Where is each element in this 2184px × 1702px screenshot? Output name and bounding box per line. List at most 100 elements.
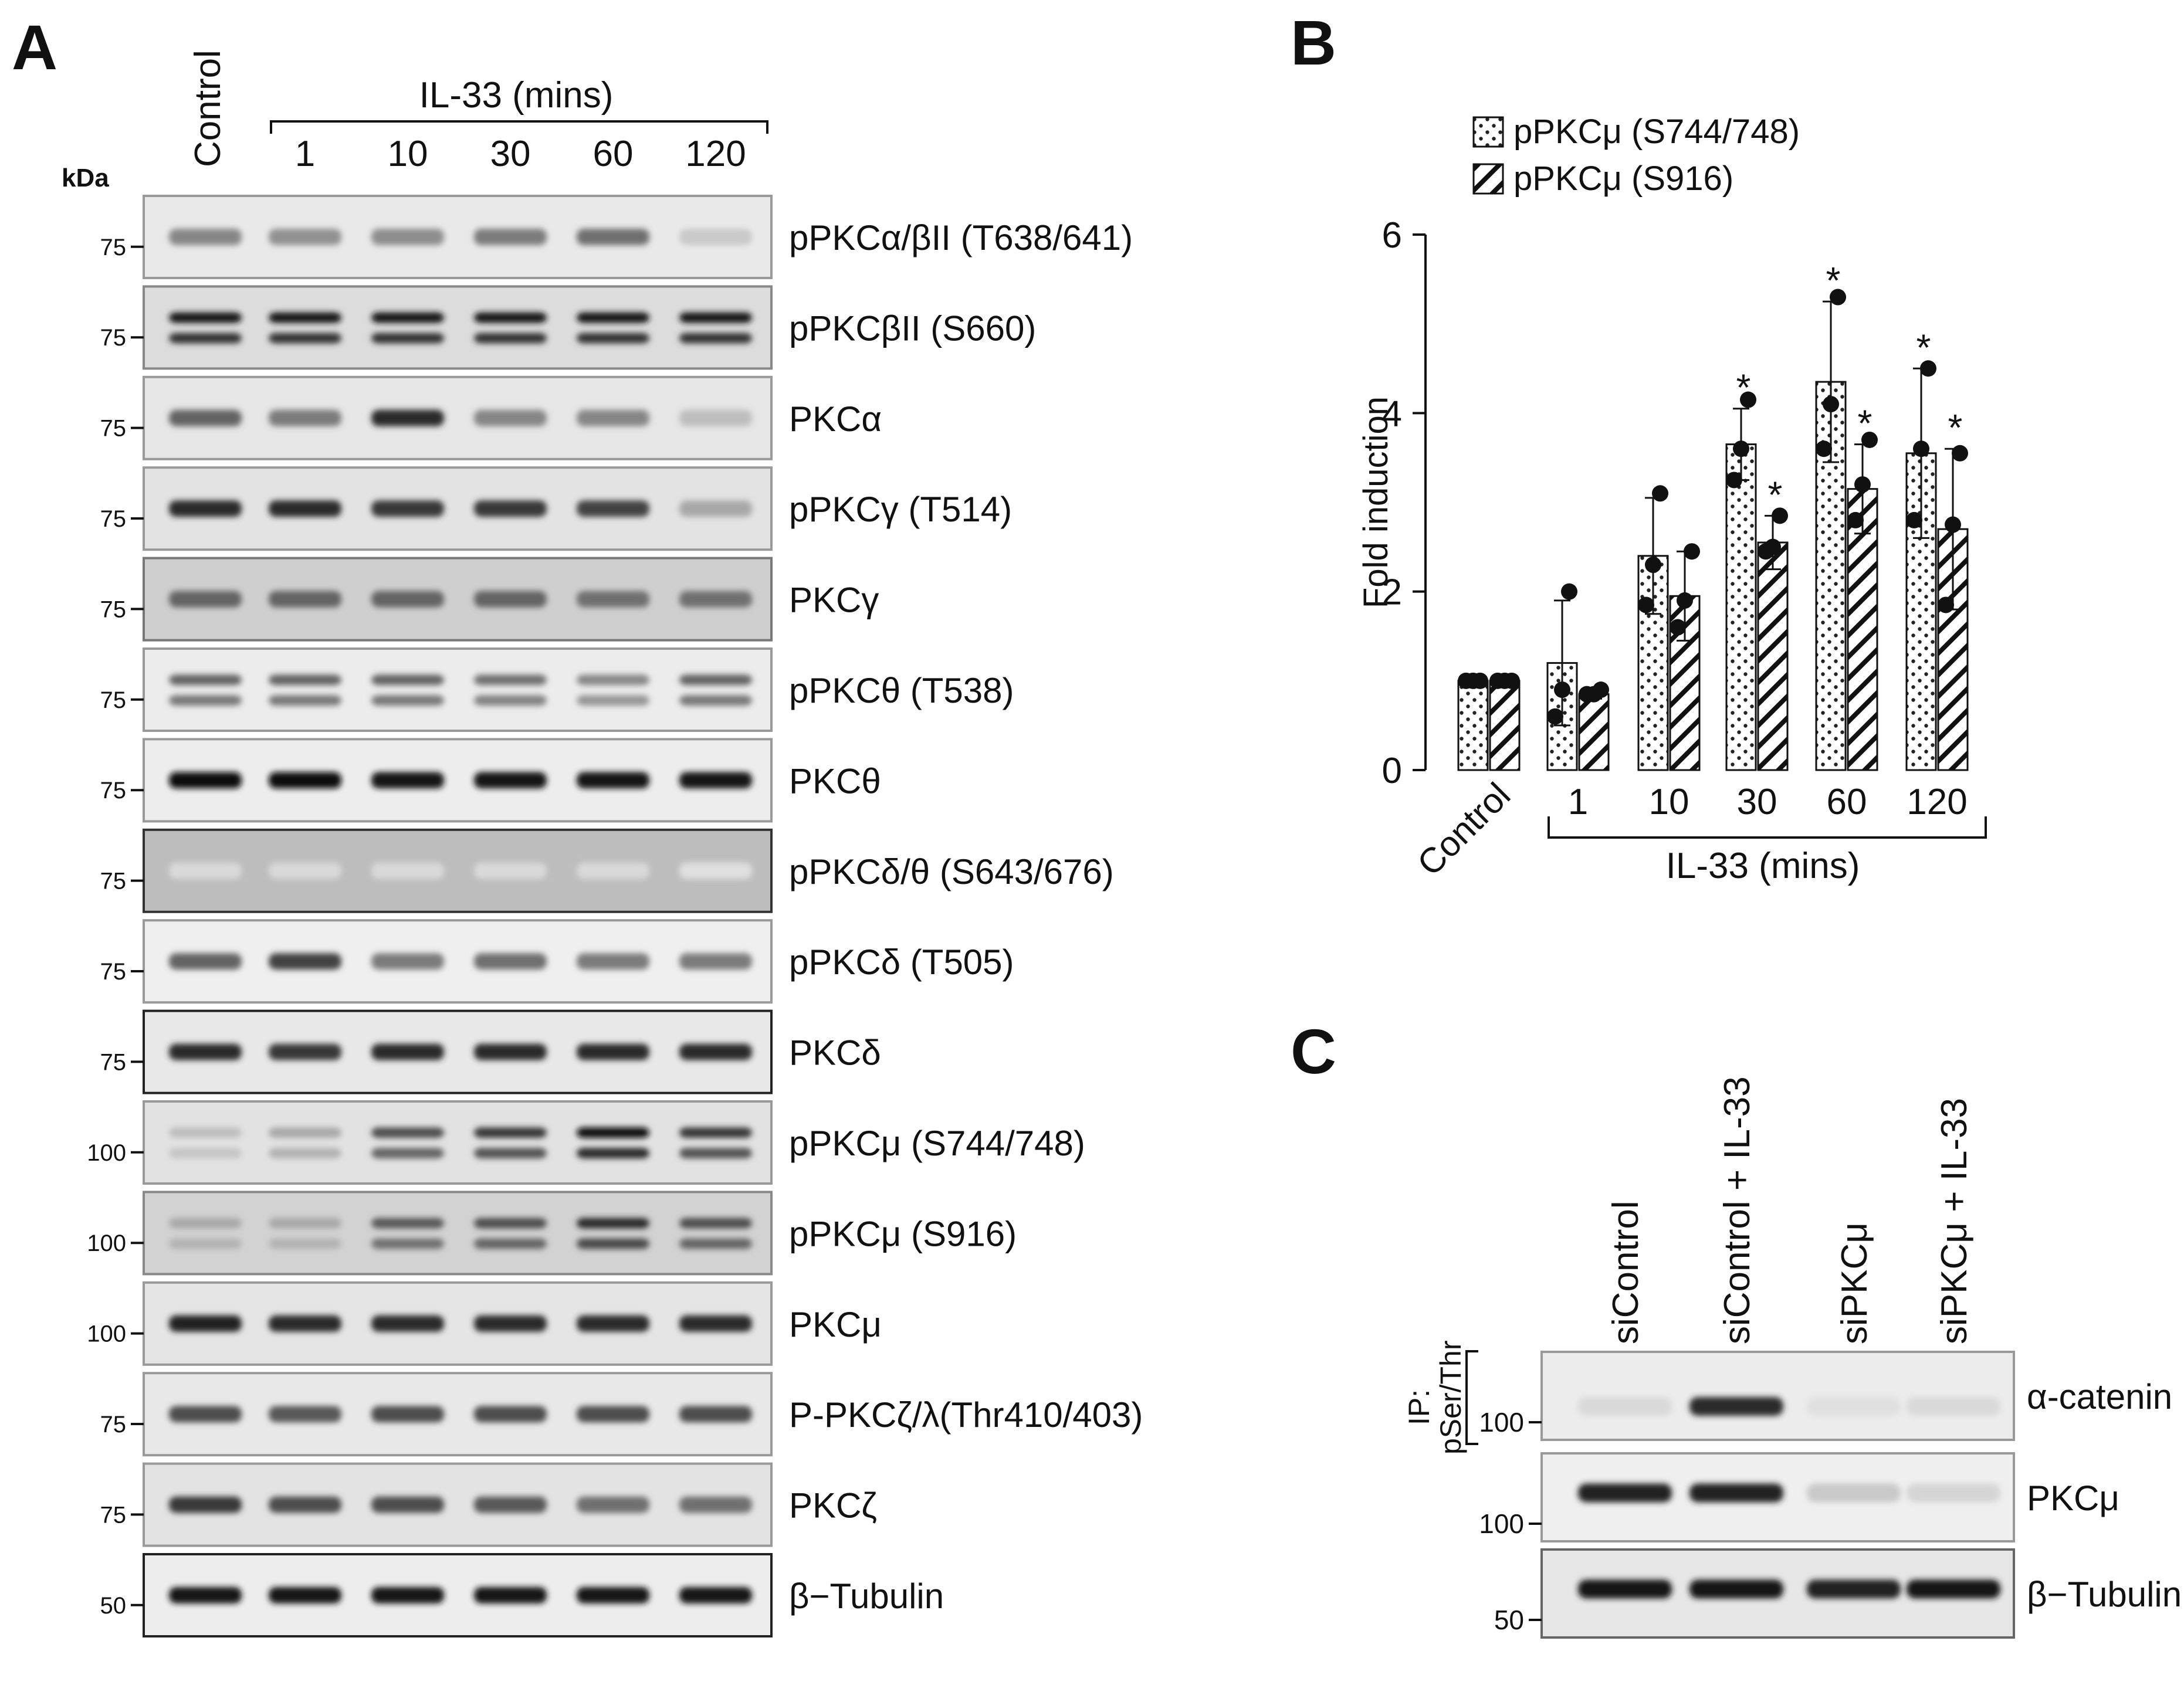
chart-bars: * * * * * * — [1457, 259, 1969, 771]
blot-strip: 50 β−Tubulin — [100, 1553, 944, 1637]
blot-band — [474, 772, 547, 789]
blot-band — [679, 695, 752, 706]
data-point — [1847, 511, 1864, 528]
blot-membrane — [143, 1100, 773, 1185]
blot-band — [169, 1238, 242, 1249]
blot-membrane — [143, 1009, 773, 1094]
marker-kda-label: 75 — [100, 778, 127, 803]
blot-antibody-label: PKCμ — [2027, 1479, 2119, 1518]
blot-band — [577, 674, 649, 686]
significance-star: * — [1916, 326, 1931, 368]
blot-membrane — [143, 375, 773, 460]
blot-band — [169, 1315, 242, 1332]
blot-band — [169, 1148, 242, 1159]
blot-band — [269, 1406, 341, 1423]
blot-band — [577, 695, 649, 706]
blot-antibody-label: PKCθ — [789, 761, 881, 801]
panel-c: C siControl siControl + IL-33 siPKCμ siPKCμ… — [1291, 1016, 2182, 1639]
blot-membrane — [143, 1372, 773, 1457]
bar — [1757, 541, 1789, 771]
data-point — [1645, 557, 1661, 574]
blot-band — [371, 591, 444, 608]
legend-entry: pPKCμ (S744/748) — [1513, 113, 1800, 151]
blot-band — [474, 695, 547, 706]
blot-band — [1807, 1579, 1901, 1599]
blot-band — [169, 1127, 242, 1138]
blot-antibody-label: pPKCδ (T505) — [789, 942, 1014, 982]
x-category-label: Control — [1410, 775, 1518, 883]
blot-strip: 100 α-catenin — [1479, 1351, 2172, 1441]
blot-band — [474, 312, 547, 323]
blot-band — [1578, 1397, 1672, 1416]
y-tick-label: 6 — [1382, 215, 1402, 256]
blot-strip: 75 pPKCγ (T514) — [100, 466, 1012, 551]
blot-band — [269, 1315, 341, 1332]
blot-membrane — [143, 1191, 773, 1276]
blot-band — [679, 1218, 752, 1229]
bar — [1489, 680, 1521, 771]
data-point — [1677, 592, 1693, 609]
chart-axes: 0 2 4 6 Fold induction — [1357, 215, 1427, 791]
blot-band — [269, 862, 341, 879]
blot-band — [269, 1587, 341, 1603]
data-point — [1593, 682, 1609, 699]
blot-band — [269, 500, 341, 517]
x-category-label: 10 — [1649, 782, 1689, 822]
data-point — [1906, 511, 1922, 528]
data-point — [1547, 708, 1563, 725]
blot-band — [169, 229, 242, 245]
blot-band — [577, 1315, 649, 1332]
blot-band — [679, 1406, 752, 1423]
data-point — [1816, 440, 1832, 457]
blot-band — [679, 953, 752, 970]
blot-membrane — [143, 1281, 773, 1366]
blot-strip: 50 β−Tubulin — [1494, 1548, 2182, 1639]
blot-band — [577, 772, 649, 789]
blot-strip: 75 PKCζ — [100, 1462, 877, 1547]
blot-band — [679, 772, 752, 789]
significance-star: * — [1768, 473, 1783, 516]
blot-antibody-label: PKCζ — [789, 1486, 877, 1525]
x-category-label: 1 — [1568, 782, 1588, 822]
blot-band — [269, 312, 341, 323]
blot-membrane — [143, 738, 773, 823]
blot-band — [1578, 1483, 1672, 1503]
blot-band — [371, 862, 444, 879]
blot-membrane — [143, 647, 773, 732]
marker-kda-label: 100 — [87, 1230, 126, 1256]
blot-band — [577, 862, 649, 879]
blot-band — [577, 1043, 649, 1060]
chart-category-labels: Control 1 10 30 60 120 IL-33 (mins) — [1410, 775, 1987, 886]
ip-target-label: pSer/Thr — [1434, 1340, 1467, 1455]
blot-band — [577, 1496, 649, 1513]
marker-kda-label: 75 — [100, 1049, 127, 1075]
blot-band — [371, 229, 444, 245]
blot-band — [577, 1238, 649, 1249]
blot-membrane — [143, 828, 773, 913]
lane-label: siControl + IL-33 — [1717, 1076, 1758, 1344]
blot-band — [679, 1238, 752, 1249]
blot-strip: 75 PKCθ — [100, 738, 881, 823]
blot-band — [679, 229, 752, 245]
blot-band — [577, 1148, 649, 1159]
data-point — [1670, 619, 1686, 636]
blot-band — [169, 862, 242, 879]
timepoint-label: 120 — [685, 134, 746, 174]
data-point — [1938, 596, 1954, 613]
marker-kda-label: 75 — [100, 869, 127, 894]
bar — [1725, 443, 1757, 771]
blot-strip: 75 pPKCδ (T505) — [100, 919, 1014, 1004]
blot-band — [474, 674, 547, 686]
blot-band — [1578, 1579, 1672, 1599]
blot-band — [679, 1043, 752, 1060]
data-point — [1733, 440, 1749, 457]
blot-membrane — [143, 285, 773, 370]
blot-band — [169, 409, 242, 426]
marker-kda-label: 50 — [1494, 1605, 1524, 1635]
blot-antibody-label: α-catenin — [2027, 1377, 2172, 1416]
blot-antibody-label: pPKCδ/θ (S643/676) — [789, 852, 1114, 891]
blot-antibody-label: PKCγ — [789, 581, 879, 620]
blot-membrane — [143, 1462, 773, 1547]
lane-label: siControl — [1606, 1201, 1646, 1344]
